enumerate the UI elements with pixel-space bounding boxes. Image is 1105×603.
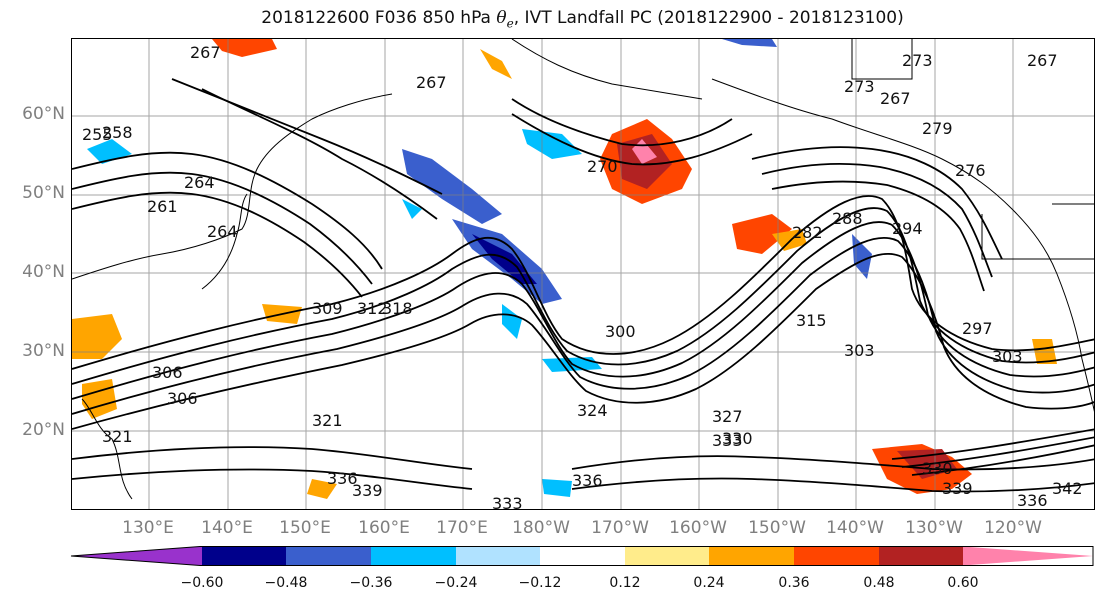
map-svg: [72, 39, 1094, 509]
contour-label: 333: [492, 494, 523, 510]
lon-label-140w: 140°W: [826, 518, 884, 538]
colorbar-outline: [70, 546, 1094, 566]
contour-label: 267: [190, 43, 221, 62]
contour-label: 303: [992, 347, 1023, 366]
lon-label-160w: 160°W: [669, 518, 727, 538]
contour-label: 267: [1027, 51, 1058, 70]
contour-label: 279: [922, 119, 953, 138]
contour-label: 297: [962, 319, 993, 338]
lon-label-180w: 180°W: [512, 518, 570, 538]
contour-label: 264: [207, 222, 238, 241]
colorbar-segment: [963, 546, 1093, 566]
contour-label: 273: [902, 51, 933, 70]
colorbar-segment: [371, 546, 456, 566]
contour-label: 300: [605, 322, 636, 341]
contour-label: 336: [572, 471, 603, 490]
title-subscript: e: [506, 16, 514, 31]
colorbar-segment: [709, 546, 794, 566]
contour-label: 324: [577, 401, 608, 420]
contour-label: 273: [844, 77, 875, 96]
contour-label: 282: [792, 223, 823, 242]
contour-label: 294: [892, 219, 923, 238]
contour-label: 267: [880, 89, 911, 108]
contour-label: 318: [382, 299, 413, 318]
lat-label-60n: 60°N: [22, 104, 65, 124]
lon-label-170e: 170°E: [436, 518, 488, 538]
lon-label-150w: 150°W: [748, 518, 806, 538]
contour-label: 309: [312, 299, 343, 318]
lon-label-130w: 130°W: [905, 518, 963, 538]
colorbar-tick: 0.24: [693, 575, 725, 591]
contour-label: 330: [722, 429, 753, 448]
colorbar-segment: [794, 546, 879, 566]
contour-label: 327: [712, 407, 743, 426]
contour-label: 303: [844, 341, 875, 360]
colorbar-segment: [286, 546, 371, 566]
lat-label-40n: 40°N: [22, 262, 65, 282]
map-title: 2018122600 F036 850 hPa θe, IVT Landfall…: [0, 8, 1105, 30]
colorbar-segment: [879, 546, 963, 566]
colorbar-tick: −0.12: [518, 575, 562, 591]
colorbar-segment: [625, 546, 709, 566]
contour-label: 342: [1052, 479, 1083, 498]
contour-label: 258: [102, 123, 133, 142]
colorbar-tick: −0.36: [349, 575, 393, 591]
colorbar-tick: −0.48: [264, 575, 308, 591]
contour-label: 255: [82, 125, 113, 144]
graticule: [72, 39, 1094, 509]
lat-label-30n: 30°N: [22, 341, 65, 361]
colorbar-tick: 0.60: [947, 575, 979, 591]
contour-label: 315: [796, 311, 827, 330]
title-prefix: 2018122600 F036 850 hPa: [261, 8, 497, 28]
colorbar-segment: [456, 546, 540, 566]
colorbar-tick: −0.60: [180, 575, 224, 591]
contour-label: 330: [922, 459, 953, 478]
contour-label: 336: [327, 469, 358, 488]
colorbar-tick: 0.12: [609, 575, 641, 591]
contour-label: 312: [357, 299, 388, 318]
theta-e-contours: [72, 78, 1094, 493]
contour-label: 339: [352, 481, 383, 500]
contour-label: 261: [147, 197, 178, 216]
lon-label-170w: 170°W: [591, 518, 649, 538]
contour-label: 321: [312, 411, 343, 430]
contour-label: 288: [832, 209, 863, 228]
lon-label-160e: 160°E: [358, 518, 410, 538]
contour-label: 267: [416, 73, 447, 92]
lat-label-20n: 20°N: [22, 420, 65, 440]
contour-label: 306: [152, 363, 183, 382]
lon-label-120w: 120°W: [984, 518, 1042, 538]
contour-label: 333: [712, 431, 743, 450]
colorbar-tick: 0.36: [778, 575, 810, 591]
lon-label-140e: 140°E: [201, 518, 253, 538]
contour-label: 336: [1017, 491, 1048, 510]
contour-label: 339: [942, 479, 973, 498]
colorbar: [70, 546, 1094, 566]
coastlines: [72, 39, 1094, 500]
colorbar-tick: −0.24: [434, 575, 478, 591]
title-theta-symbol: θ: [496, 8, 507, 28]
colorbar-segment: [202, 546, 286, 566]
map-plot-area: 267 267 261 258 255 264 264 273 279 276 273 267 267 2…: [71, 38, 1095, 510]
contour-label: 264: [184, 173, 215, 192]
contour-label: 321: [102, 427, 133, 446]
lon-label-130e: 130°E: [122, 518, 174, 538]
contour-label: 276: [955, 161, 986, 180]
contour-label: 306: [167, 389, 198, 408]
colorbar-tick: 0.48: [863, 575, 895, 591]
title-suffix: , IVT Landfall PC (2018122900 - 20181231…: [513, 8, 904, 28]
lat-label-50n: 50°N: [22, 183, 65, 203]
lon-label-150e: 150°E: [279, 518, 331, 538]
colorbar-segment: [71, 546, 202, 566]
contour-label: 270: [587, 157, 618, 176]
colorbar-segment: [540, 546, 625, 566]
